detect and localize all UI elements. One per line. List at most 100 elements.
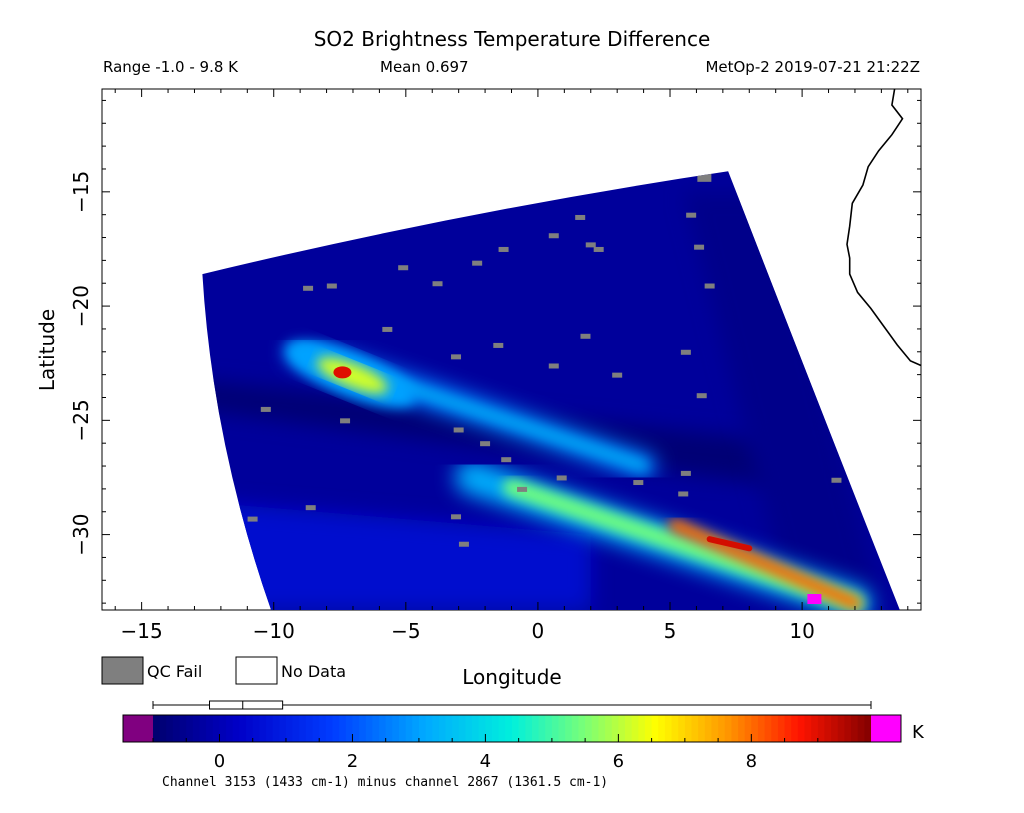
- colorbar-unit: K: [912, 722, 925, 743]
- colorbar-segment: [512, 715, 520, 742]
- colorbar-segment: [478, 715, 487, 742]
- overflow-pixel: [807, 594, 822, 605]
- colorbar-segment: [219, 715, 227, 742]
- source-text: MetOp-2 2019-07-21 21:22Z: [705, 58, 920, 76]
- x-tick-label: −5: [391, 619, 420, 643]
- colorbar-segment: [851, 715, 859, 742]
- colorbar: 0 2 4 6 8: [122, 714, 902, 772]
- colorbar-segment: [704, 715, 713, 742]
- qc-fail-pixel: [451, 514, 462, 520]
- colorbar-segment: [285, 715, 294, 742]
- colorbar-segment: [339, 715, 347, 742]
- colorbar-segment: [598, 715, 606, 742]
- colorbar-segment: [498, 715, 506, 742]
- colorbar-tick-label: 8: [746, 751, 757, 772]
- no-data-swatch: [235, 656, 278, 685]
- y-tick-label: −30: [69, 513, 93, 555]
- colorbar-segment: [571, 715, 580, 742]
- colorbar-segment: [625, 715, 633, 742]
- colorbar-caption: Channel 3153 (1433 cm-1) minus channel 2…: [162, 775, 608, 790]
- colorbar-segment: [664, 715, 673, 742]
- colorbar-segment: [578, 715, 586, 742]
- colorbar-overflow: [871, 715, 901, 742]
- y-axis-label: Latitude: [35, 309, 59, 391]
- qc-fail-pixel: [548, 233, 559, 239]
- colorbar-segment: [684, 715, 693, 742]
- colorbar-segment: [226, 715, 234, 742]
- colorbar-segment: [279, 715, 287, 742]
- colorbar-segment: [698, 715, 706, 742]
- y-tick-label: −25: [69, 399, 93, 441]
- colorbar-segment: [864, 715, 872, 742]
- colorbar-segment: [239, 715, 247, 742]
- colorbar-border: [122, 714, 902, 743]
- colorbar-segment: [179, 715, 187, 742]
- colorbar-segment: [638, 715, 646, 742]
- x-tick-label: 0: [532, 619, 545, 643]
- colorbar-segment: [565, 715, 573, 742]
- qc-fail-pixel: [548, 363, 559, 369]
- colorbar-segment: [545, 715, 553, 742]
- qc-fail-pixel: [326, 283, 337, 289]
- qc-fail-pixel: [398, 265, 409, 271]
- qc-fail-pixel: [382, 326, 393, 332]
- colorbar-segment: [644, 715, 653, 742]
- colorbar-segment: [305, 715, 314, 742]
- colorbar-segment: [658, 715, 666, 742]
- colorbar-segment: [777, 715, 786, 742]
- colorbar-segment: [485, 715, 493, 742]
- colorbar-segment: [791, 715, 799, 742]
- colorbar-tick-label: 2: [347, 751, 358, 772]
- x-tick-label: 5: [664, 619, 677, 643]
- colorbar-segment: [797, 715, 806, 742]
- qc-fail-pixel: [451, 354, 462, 360]
- qc-fail-pixel: [704, 283, 715, 289]
- y-axis: −15 −20 −25 −30: [69, 99, 921, 604]
- colorbar-tick-label: 4: [480, 751, 491, 772]
- qc-fail-pixel: [678, 491, 689, 497]
- qc-fail-pixel: [697, 171, 712, 182]
- colorbar-segment: [206, 715, 214, 742]
- colorbar-segment: [472, 715, 480, 742]
- colorbar-segment: [618, 715, 626, 742]
- colorbar-segment: [492, 715, 500, 742]
- colorbar-segment: [319, 715, 327, 742]
- colorbar-segment: [771, 715, 779, 742]
- qc-fail-pixel: [493, 342, 504, 348]
- y-tick-label: −15: [69, 171, 93, 213]
- colorbar-segment: [465, 715, 473, 742]
- qc-fail-pixel: [303, 285, 314, 291]
- qc-fail-pixel: [498, 246, 509, 252]
- mean-text: Mean 0.697: [380, 58, 469, 76]
- qc-fail-pixel: [633, 480, 644, 486]
- colorbar-segment: [525, 715, 533, 742]
- qc-fail-pixel: [612, 372, 623, 378]
- colorbar-segment: [352, 715, 360, 742]
- colorbar-segment: [398, 715, 407, 742]
- colorbar-segment: [804, 715, 812, 742]
- qc-fail-pixel: [480, 441, 491, 447]
- colorbar-segment: [505, 715, 513, 742]
- colorbar-segment: [272, 715, 280, 742]
- colorbar-segment: [831, 715, 839, 742]
- qc-fail-pixel: [680, 470, 691, 476]
- y-tick-label: −20: [69, 285, 93, 327]
- qc-fail-pixel: [432, 281, 443, 287]
- qc-fail-pixel: [517, 486, 528, 492]
- colorbar-segment: [824, 715, 832, 742]
- east-edge-band: [683, 191, 882, 604]
- colorbar-segment: [718, 715, 726, 742]
- colorbar-segment: [591, 715, 600, 742]
- colorbar-segment: [292, 715, 300, 742]
- colorbar-segment: [531, 715, 540, 742]
- qc-fail-pixel: [340, 418, 351, 424]
- qc-fail-pixel: [458, 541, 469, 547]
- colorbar-segment: [312, 715, 320, 742]
- colorbar-segment: [385, 715, 393, 742]
- colorbar-segment: [724, 715, 732, 742]
- colorbar-segment: [438, 715, 447, 742]
- colorbar-segment: [744, 715, 752, 742]
- no-data-label: No Data: [281, 662, 346, 681]
- qc-fail-pixel: [580, 333, 591, 339]
- colorbar-segment: [159, 715, 167, 742]
